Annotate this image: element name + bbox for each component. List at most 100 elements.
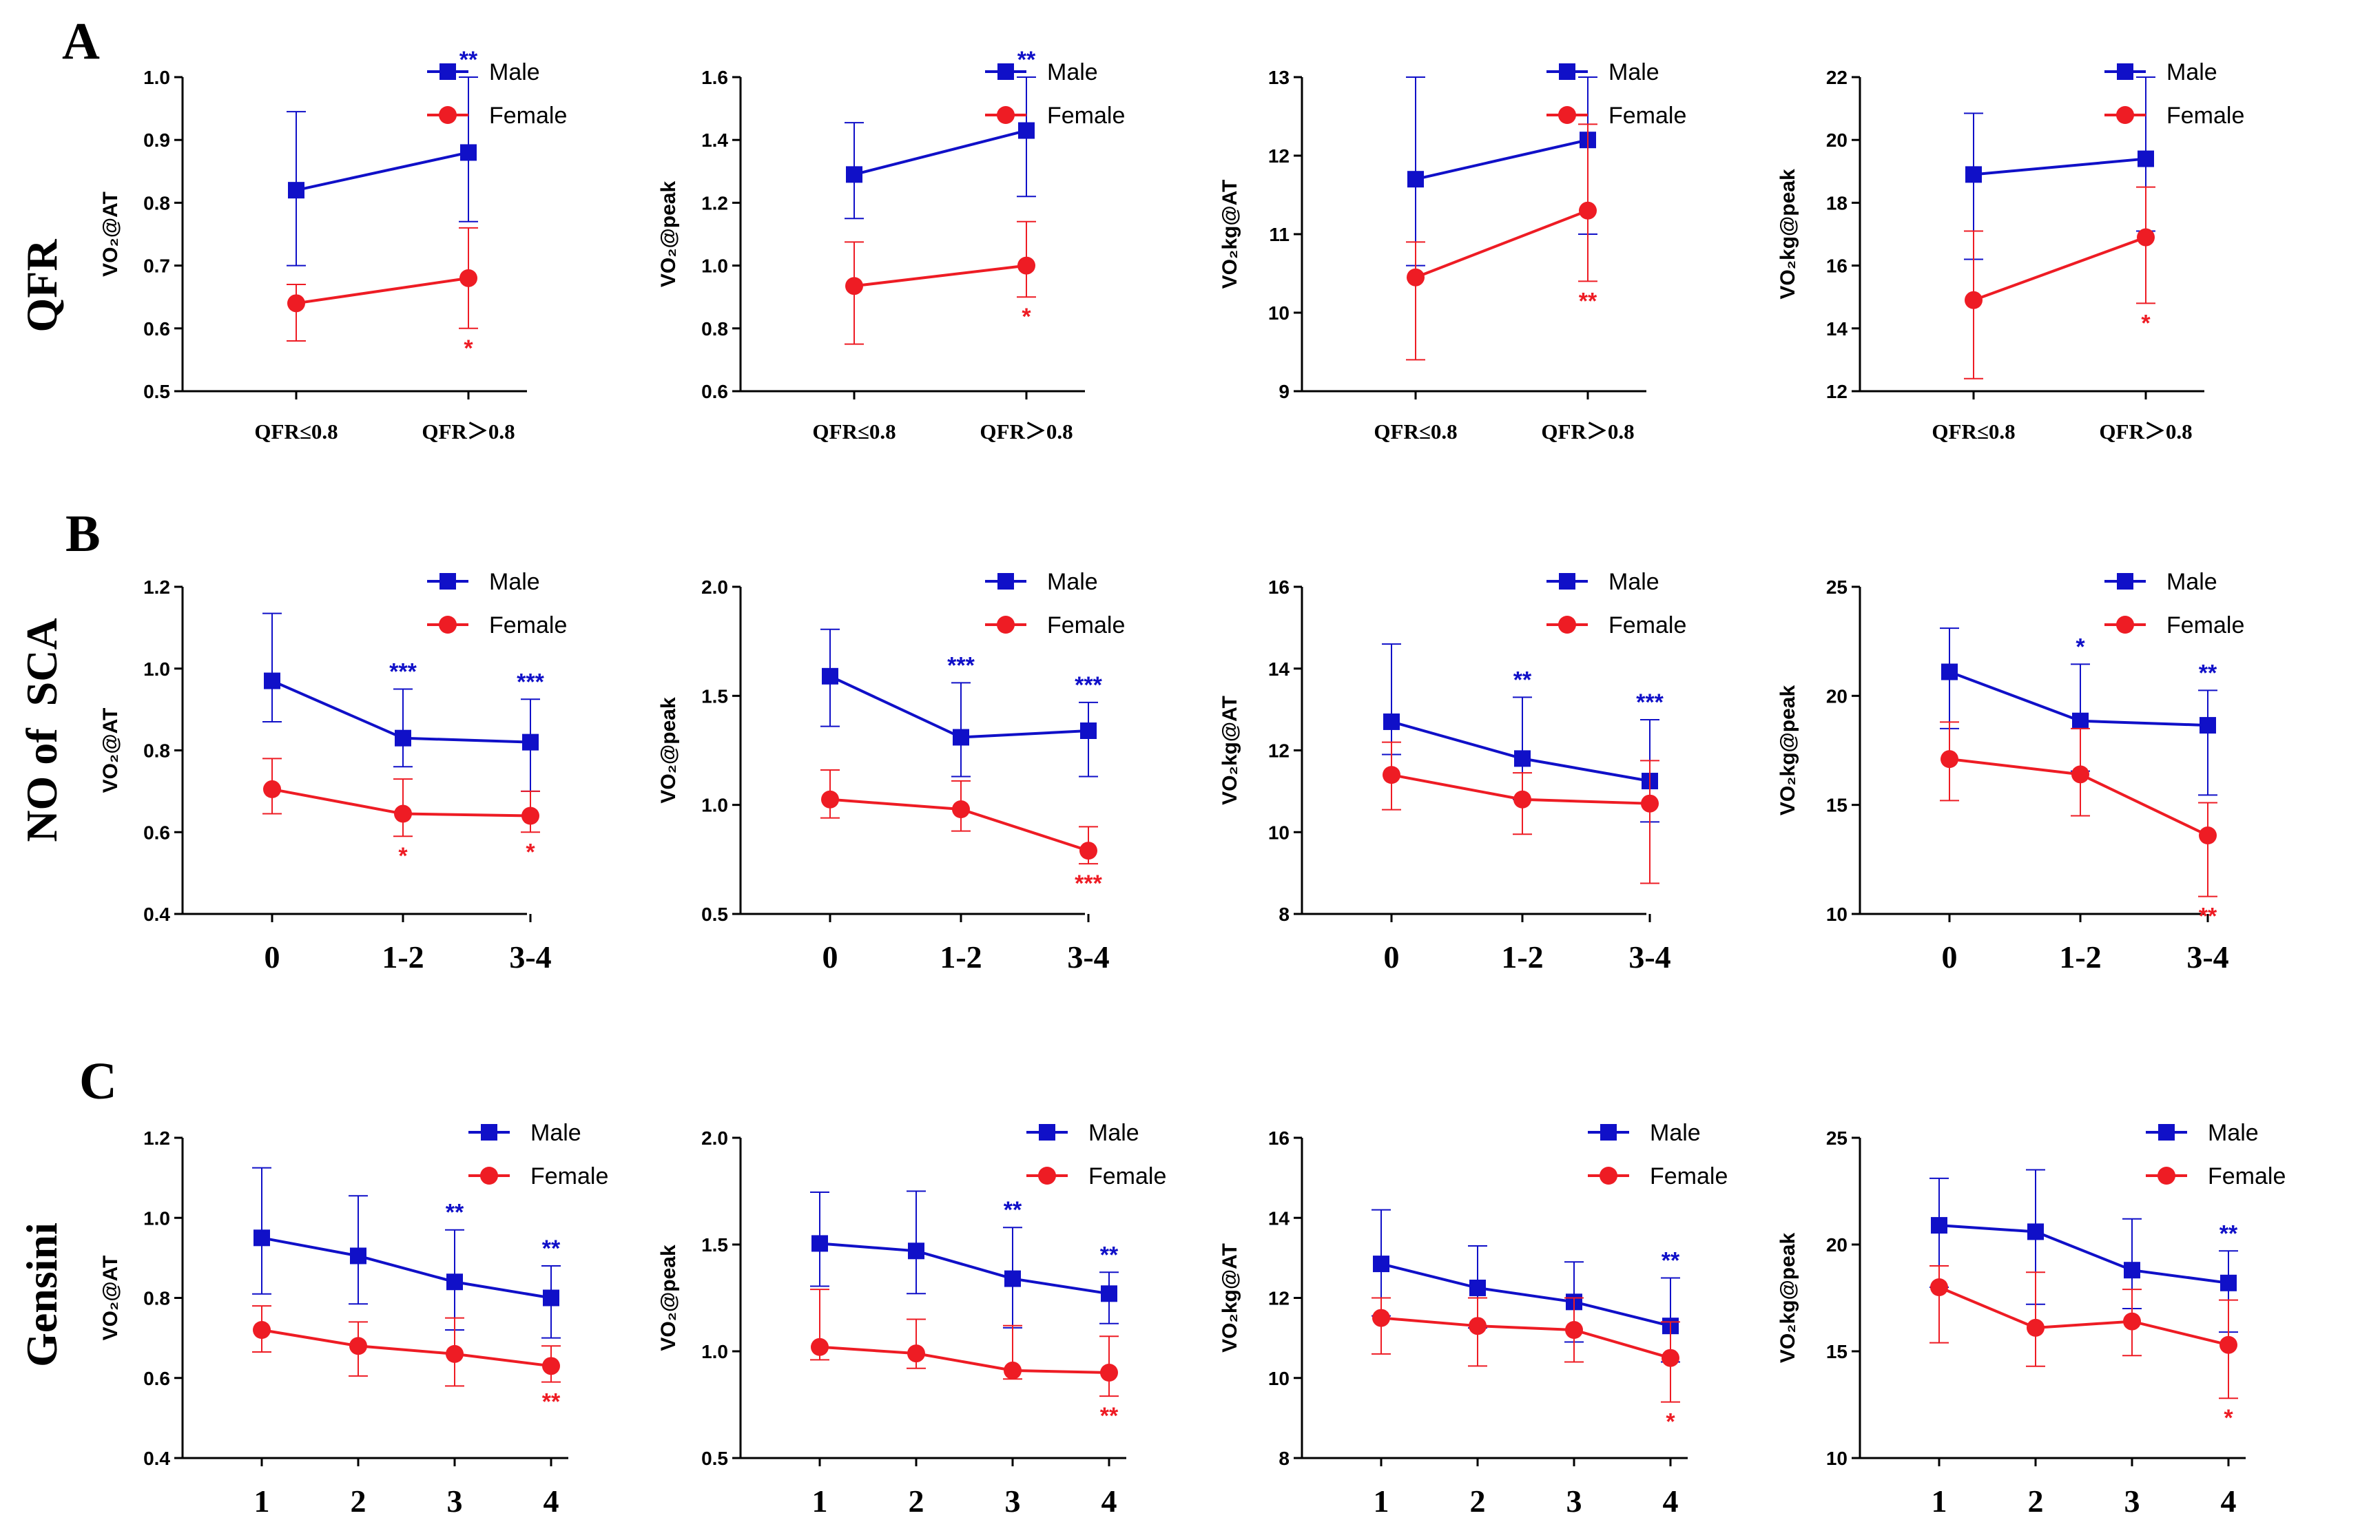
female-point [1079,842,1097,860]
male-significance: ** [1004,1197,1022,1223]
x-tick-label: 0 [265,939,280,975]
y-tick-label: 0.8 [143,1288,170,1309]
male-point [253,1229,270,1247]
male-significance: ** [2199,660,2217,686]
female-point [1383,766,1400,784]
male-point [1965,166,1982,183]
female-series-line [819,1345,1110,1374]
male-series-line [1938,1224,2229,1284]
x-tick-label: 1 [1374,1484,1389,1519]
legend-male-label: Male [2166,59,2217,85]
x-tick-label: 3 [2124,1484,2140,1519]
row-label-gensini: Gensini [17,1222,66,1367]
female-point [952,800,970,818]
female-point [1565,1321,1583,1339]
section-label-c: C [79,1052,117,1110]
y-tick-label: 1.0 [701,256,728,277]
y-axis-label: VO₂@peak [657,1245,680,1351]
female-point [821,790,839,809]
male-point [822,667,838,685]
x-tick-label: 1 [1932,1484,1947,1519]
y-axis-label: VO₂@AT [99,191,122,277]
x-tick-label: QFR＞0.8 [422,419,515,444]
legend-male-label: Male [1650,1120,1701,1146]
legend-male-marker [1559,63,1575,80]
y-tick-label: 0.6 [143,1368,170,1389]
female-point [1965,291,1983,309]
y-tick-label: 15 [1826,1341,1848,1362]
row-label-qfr: QFR [17,239,66,333]
y-tick-label: 22 [1826,67,1848,88]
y-tick-label: 1.4 [701,129,728,151]
female-series-line [261,1329,552,1368]
legend-female-marker [1600,1167,1617,1185]
y-tick-label: 8 [1279,1448,1290,1469]
legend-male-label: Male [2166,569,2217,595]
chart-a3: 9 10 11 12 13 QFR≤0.8 QFR＞0.8 VO₂kg@AT ** Male Fem… [1219,59,1686,444]
legend-female-label: Female [1608,612,1686,638]
y-axis-label: VO₂kg@AT [1219,1243,1241,1353]
x-tick-label: 3 [1005,1484,1021,1519]
y-tick-label: 0.5 [701,904,728,925]
y-tick-label: 0.6 [143,318,170,340]
y-tick-label: 11 [1269,224,1290,245]
y-tick-label: 0.4 [143,1448,170,1469]
male-point [1383,713,1400,730]
legend-female-marker [439,616,457,634]
legend-female-marker [1558,106,1576,124]
male-point [264,672,280,689]
legend-female-marker [2116,616,2134,634]
male-point [460,144,477,161]
y-axis-label: VO₂@AT [99,1256,122,1341]
y-tick-label: 10 [1826,1448,1848,1469]
male-point [395,729,411,747]
female-point [1004,1361,1022,1380]
legend-female-label: Female [1608,103,1686,129]
male-point [1941,663,1958,680]
female-significance: ** [1579,288,1597,314]
male-significance: *** [947,652,975,678]
y-axis-label: VO₂kg@AT [1219,696,1241,805]
male-significance: ** [446,1200,464,1226]
male-point [1931,1217,1947,1234]
female-significance: * [526,839,535,865]
male-point [2027,1223,2044,1240]
male-significance: *** [1636,689,1664,716]
x-tick-label: 3-4 [1628,939,1670,975]
legend-male-marker [997,63,1014,80]
legend-female-label: Female [489,612,567,638]
female-series-line [1380,1316,1671,1360]
y-tick-label: 10 [1268,302,1290,324]
legend-female-label: Female [2208,1163,2286,1189]
legend-female-label: Female [489,103,567,129]
female-point [1469,1317,1487,1335]
female-point [287,294,305,313]
y-tick-label: 8 [1279,904,1290,925]
y-tick-label: 18 [1826,192,1848,214]
y-tick-label: 20 [1826,1234,1848,1256]
y-tick-label: 10 [1268,822,1290,843]
x-tick-label: 1-2 [2059,939,2101,975]
x-tick-label: 2 [351,1484,366,1519]
female-point [1372,1309,1390,1327]
legend-male-label: Male [1047,569,1098,595]
female-point [394,804,412,823]
male-point [1004,1270,1021,1287]
male-significance: ** [1662,1247,1680,1273]
x-tick-label: 3-4 [509,939,551,975]
male-point [288,182,304,199]
y-axis-label: VO₂kg@peak [1777,685,1799,816]
legend-male-marker [1559,573,1575,590]
male-point [2220,1274,2237,1291]
male-point [2138,150,2154,167]
x-tick-label: 1-2 [382,939,424,975]
legend-male-marker [2117,63,2133,80]
female-point [2137,228,2155,247]
legend-female-marker [2116,106,2134,124]
female-point [263,780,281,798]
legend-female-label: Female [1047,103,1125,129]
